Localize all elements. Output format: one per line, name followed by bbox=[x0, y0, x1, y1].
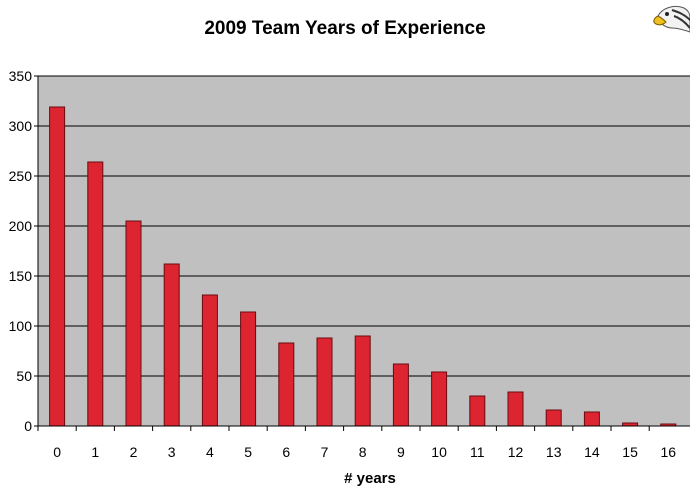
x-tick-label: 13 bbox=[546, 444, 562, 460]
bar-6 bbox=[278, 342, 295, 427]
x-tick-label: 5 bbox=[244, 444, 252, 460]
x-tick-label: 1 bbox=[91, 444, 99, 460]
x-tick-label: 11 bbox=[470, 444, 485, 460]
y-tick-label: 100 bbox=[9, 318, 33, 334]
bar-12 bbox=[507, 391, 524, 427]
x-tick-label: 0 bbox=[53, 444, 61, 460]
bar-10 bbox=[431, 371, 448, 427]
bar-4 bbox=[201, 294, 218, 427]
bars bbox=[49, 106, 677, 427]
y-tick-label: 350 bbox=[9, 68, 33, 84]
axes bbox=[37, 76, 690, 427]
bar-11 bbox=[469, 395, 486, 427]
bar-13 bbox=[545, 409, 562, 427]
x-tick-label: 8 bbox=[359, 444, 367, 460]
x-tick-label: 16 bbox=[661, 444, 677, 460]
bar-3 bbox=[163, 263, 180, 427]
y-tick-label: 200 bbox=[9, 218, 33, 234]
eagle-head-icon bbox=[653, 5, 690, 33]
y-tick-labels: 0 50 100 150 200 250 300 350 bbox=[9, 68, 38, 434]
bar-14 bbox=[583, 411, 600, 427]
x-tick-label: 6 bbox=[282, 444, 290, 460]
x-tick-label: 10 bbox=[431, 444, 447, 460]
y-tick-label: 50 bbox=[16, 368, 32, 384]
x-axis-label: # years bbox=[344, 470, 396, 487]
x-tick-label: 4 bbox=[206, 444, 214, 460]
x-tick-label: 7 bbox=[321, 444, 329, 460]
bar-7 bbox=[316, 337, 333, 427]
x-tick-label: 12 bbox=[508, 444, 524, 460]
bar-0 bbox=[49, 106, 66, 427]
x-tick-labels: 0 1 2 3 4 5 6 7 8 9 10 11 12 13 14 15 16 bbox=[37, 426, 677, 460]
y-tick-label: 150 bbox=[9, 268, 33, 284]
x-tick-label: 15 bbox=[622, 444, 638, 460]
y-tick-label: 300 bbox=[9, 118, 33, 134]
x-tick-label: 3 bbox=[168, 444, 176, 460]
x-tick-label: 9 bbox=[397, 444, 405, 460]
bar-5 bbox=[240, 311, 257, 427]
x-tick-label: 2 bbox=[130, 444, 138, 460]
bar-1 bbox=[87, 161, 104, 427]
chart-title: 2009 Team Years of Experience bbox=[204, 18, 486, 39]
y-tick-label: 0 bbox=[24, 418, 32, 434]
bar-2 bbox=[125, 220, 142, 427]
y-tick-label: 250 bbox=[9, 168, 33, 184]
bar-9 bbox=[392, 363, 409, 427]
x-tick-label: 14 bbox=[584, 444, 600, 460]
bar-8 bbox=[354, 335, 371, 427]
